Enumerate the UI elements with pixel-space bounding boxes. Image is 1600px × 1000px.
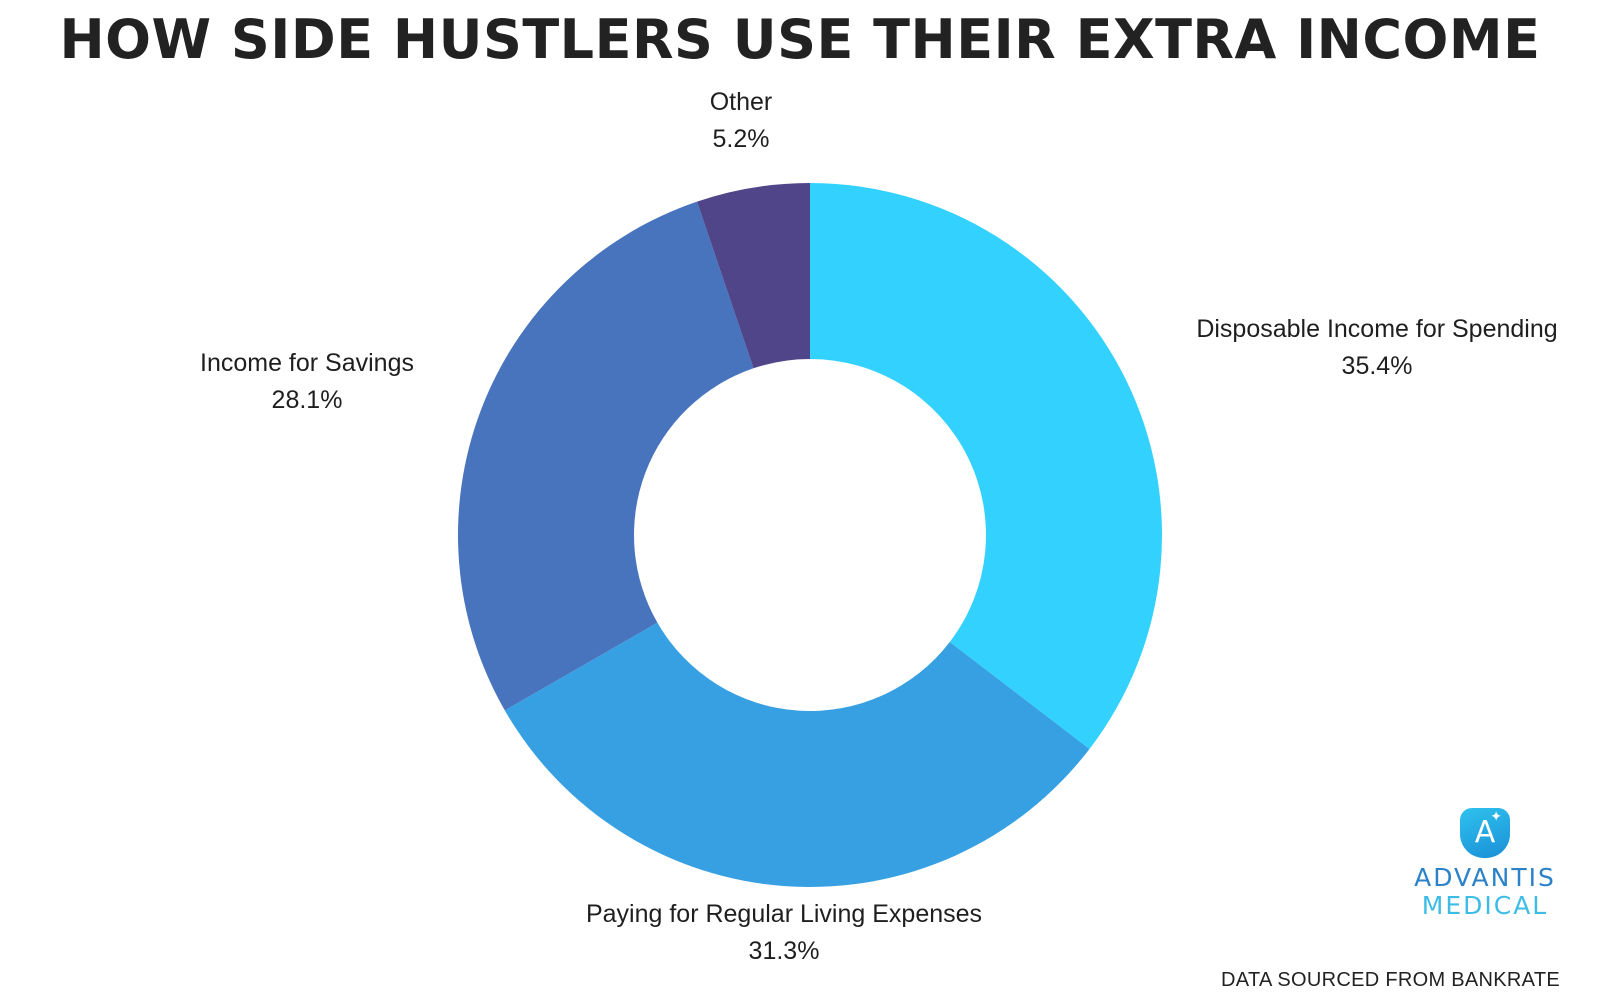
slice-disposable-income-for-spending — [810, 183, 1162, 749]
slice-label: Income for Savings — [200, 349, 414, 377]
data-source-note: DATA SOURCED FROM BANKRATE — [1221, 969, 1560, 991]
brand-logo: A ✦ ADVANTIS MEDICAL — [1405, 808, 1565, 920]
slice-value-label: 35.4% — [1342, 352, 1413, 380]
slice-value-label: 31.3% — [749, 937, 820, 965]
slice-label: Paying for Regular Living Expenses — [586, 900, 982, 928]
logo-line-2: MEDICAL — [1421, 891, 1549, 920]
slice-value-label: 28.1% — [272, 386, 343, 414]
logo-line-1: ADVANTIS — [1414, 863, 1556, 892]
slice-label: Disposable Income for Spending — [1196, 315, 1557, 343]
slice-value-label: 5.2% — [713, 125, 770, 153]
slice-income-for-savings — [458, 201, 754, 711]
slice-label: Other — [710, 88, 773, 116]
slice-paying-for-regular-living-expenses — [504, 622, 1090, 887]
chart-title: HOW SIDE HUSTLERS USE THEIR EXTRA INCOME — [59, 8, 1541, 71]
advantis-logo-icon: A ✦ — [1460, 808, 1510, 858]
slice-other — [697, 183, 810, 369]
